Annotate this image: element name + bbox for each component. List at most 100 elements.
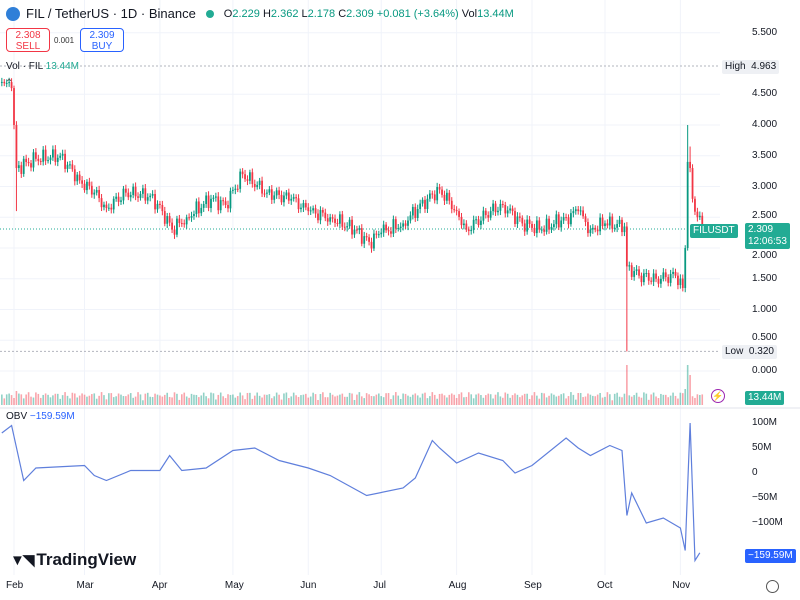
volume-bar <box>431 392 434 405</box>
volume-bar <box>22 398 25 405</box>
candle-body <box>647 272 650 281</box>
tradingview-logo[interactable]: ▼◥ TradingView <box>10 550 137 569</box>
candle-body <box>455 209 458 212</box>
candle-body <box>302 203 305 208</box>
volume-bar <box>100 392 103 405</box>
candle-body <box>52 149 54 158</box>
candle-body <box>321 209 324 213</box>
volume-bar <box>103 395 105 405</box>
settings-icon[interactable] <box>766 580 779 593</box>
candle-body <box>54 149 57 162</box>
volume-bar <box>334 396 336 405</box>
volume-bar <box>626 365 628 405</box>
volume-bar <box>557 395 560 405</box>
volume-bar <box>185 396 188 405</box>
candle-body <box>489 211 492 218</box>
volume-bar <box>392 395 395 405</box>
candle-body <box>416 209 419 219</box>
volume-bar <box>533 392 536 405</box>
candle-body <box>258 180 261 185</box>
volume-bar <box>229 394 232 405</box>
candle-body <box>370 241 373 249</box>
candle-body <box>582 210 584 217</box>
candle-body <box>477 219 480 226</box>
obv-legend[interactable]: OBV −159.59M <box>6 411 75 422</box>
candle-body <box>596 229 599 232</box>
volume-bar <box>275 392 278 405</box>
volume-bar <box>81 393 83 405</box>
candle-body <box>618 219 621 225</box>
volume-bar <box>487 393 490 405</box>
volume-bar <box>98 395 100 405</box>
volume-bar <box>110 393 113 405</box>
collapse-icon[interactable]: ⌃ <box>5 78 14 89</box>
candle-body <box>640 275 643 283</box>
buy-button[interactable]: 2.309 BUY <box>80 28 124 52</box>
volume-bar <box>224 398 227 405</box>
candle-body <box>117 196 120 202</box>
volume-bar <box>426 398 429 405</box>
volume-bar <box>127 394 130 405</box>
candle-body <box>667 277 670 283</box>
candle-body <box>146 197 149 201</box>
volume-bar <box>424 392 426 405</box>
volume-bar <box>630 396 633 405</box>
candle-body <box>630 265 633 277</box>
obv-tick-label: 50M <box>752 442 772 453</box>
lightning-event-icon[interactable]: ⚡ <box>711 389 725 403</box>
candle-body <box>533 227 536 234</box>
volume-bar <box>494 394 497 405</box>
candle-body <box>266 192 268 194</box>
x-tick-label: Sep <box>524 580 542 591</box>
candle-body <box>579 210 582 212</box>
price-tick-label: 0.500 <box>752 332 778 343</box>
candle-body <box>681 278 684 288</box>
spread-value: 0.001 <box>54 36 75 45</box>
volume-bar <box>553 394 555 405</box>
volume-bar <box>244 399 246 405</box>
candle-body <box>37 158 40 162</box>
volume-bar <box>331 394 334 405</box>
x-tick-label: Apr <box>151 580 168 591</box>
volume-bar <box>253 395 256 405</box>
volume-bar <box>443 395 446 405</box>
symbol-title[interactable]: FIL / TetherUS · 1D · Binance <box>26 6 196 21</box>
candle-body <box>307 207 310 212</box>
candle-body <box>5 82 8 84</box>
volume-bar <box>217 394 220 405</box>
candle-body <box>458 211 460 217</box>
candle-body <box>295 197 298 199</box>
volume-bar <box>701 394 704 405</box>
volume-bar <box>339 394 341 405</box>
volume-bar <box>640 397 643 405</box>
candle-body <box>224 201 227 205</box>
volume-bar <box>341 393 344 405</box>
x-tick-label: Oct <box>596 580 613 591</box>
candle-body <box>105 204 108 209</box>
filecoin-logo-icon <box>6 6 20 21</box>
volume-bar <box>134 396 137 405</box>
candle-body <box>686 161 689 248</box>
candle-body <box>540 229 543 231</box>
volume-bar <box>514 393 516 405</box>
candle-body <box>163 211 166 224</box>
volume-bar <box>416 395 419 405</box>
volume-bar <box>618 396 621 405</box>
volume-bar <box>472 398 475 405</box>
volume-bar <box>477 393 480 405</box>
candle-body <box>329 217 332 222</box>
volume-bar <box>562 393 565 405</box>
candle-body <box>234 188 237 190</box>
candle-body <box>365 236 368 238</box>
candle-body <box>17 165 20 169</box>
candle-body <box>86 181 88 191</box>
symbol-price-badge: FILUSDT <box>690 224 738 238</box>
sell-button[interactable]: 2.308 SELL <box>6 28 50 52</box>
volume-legend[interactable]: Vol · FIL 13.44M <box>6 61 80 72</box>
candle-body <box>450 200 453 210</box>
volume-bar <box>689 375 691 405</box>
volume-bar <box>601 397 604 405</box>
candle-body <box>22 158 25 174</box>
candle-body <box>494 203 497 213</box>
